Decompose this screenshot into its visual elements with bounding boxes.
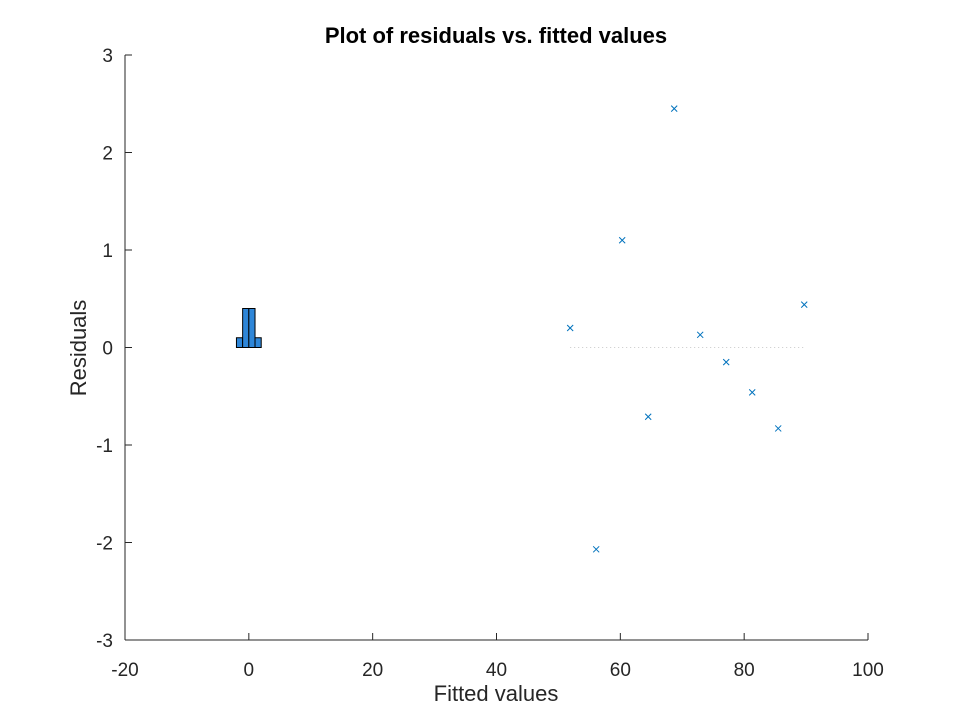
y-tick-label: 3 — [102, 46, 113, 67]
marker-stroke — [696, 331, 704, 339]
x-tick-label: 100 — [852, 660, 884, 681]
scatter-points — [566, 105, 808, 553]
y-tick-label: -2 — [96, 534, 113, 555]
scatter-point — [644, 413, 652, 421]
scatter-point — [800, 301, 808, 308]
histogram-bar — [248, 308, 256, 348]
y-tick-label: 0 — [102, 339, 113, 360]
marker-stroke — [748, 388, 756, 396]
marker-stroke — [670, 105, 678, 112]
marker-stroke — [566, 324, 574, 332]
scatter-point — [618, 236, 626, 244]
x-tick-label: 20 — [362, 660, 383, 681]
x-axis-label: Fitted values — [434, 681, 559, 706]
x-tick-label: 60 — [610, 660, 631, 681]
marker-stroke — [644, 413, 652, 421]
marker-stroke — [722, 358, 730, 366]
x-tick-label: -20 — [111, 660, 138, 681]
scatter-point — [566, 324, 574, 332]
chart-title: Plot of residuals vs. fitted values — [325, 23, 667, 48]
y-tick-label: -3 — [96, 631, 113, 652]
histogram-bar — [242, 308, 250, 348]
scatter-point — [774, 425, 782, 432]
scatter-point — [696, 331, 704, 339]
histogram-bar — [235, 337, 244, 348]
y-tick-label: 1 — [102, 241, 113, 262]
marker-stroke — [774, 425, 782, 432]
marker-stroke — [618, 236, 626, 244]
marker-stroke — [592, 545, 600, 553]
x-tick-label: 0 — [244, 660, 255, 681]
histogram — [235, 308, 262, 348]
marker-stroke — [800, 301, 808, 308]
scatter-point — [748, 388, 756, 396]
scatter-point — [592, 545, 600, 553]
y-axis-label: Residuals — [66, 300, 91, 397]
x-tick-label: 40 — [486, 660, 507, 681]
y-tick-label: 2 — [102, 144, 113, 165]
histogram-bar — [254, 337, 262, 348]
scatter-point — [722, 358, 730, 366]
y-tick-label: -1 — [96, 436, 113, 457]
scatter-point — [670, 105, 678, 112]
axes: -20 0 20 40 60 80 100 -3 -2 -1 0 1 2 3 — [96, 46, 884, 681]
x-tick-label: 80 — [734, 660, 755, 681]
